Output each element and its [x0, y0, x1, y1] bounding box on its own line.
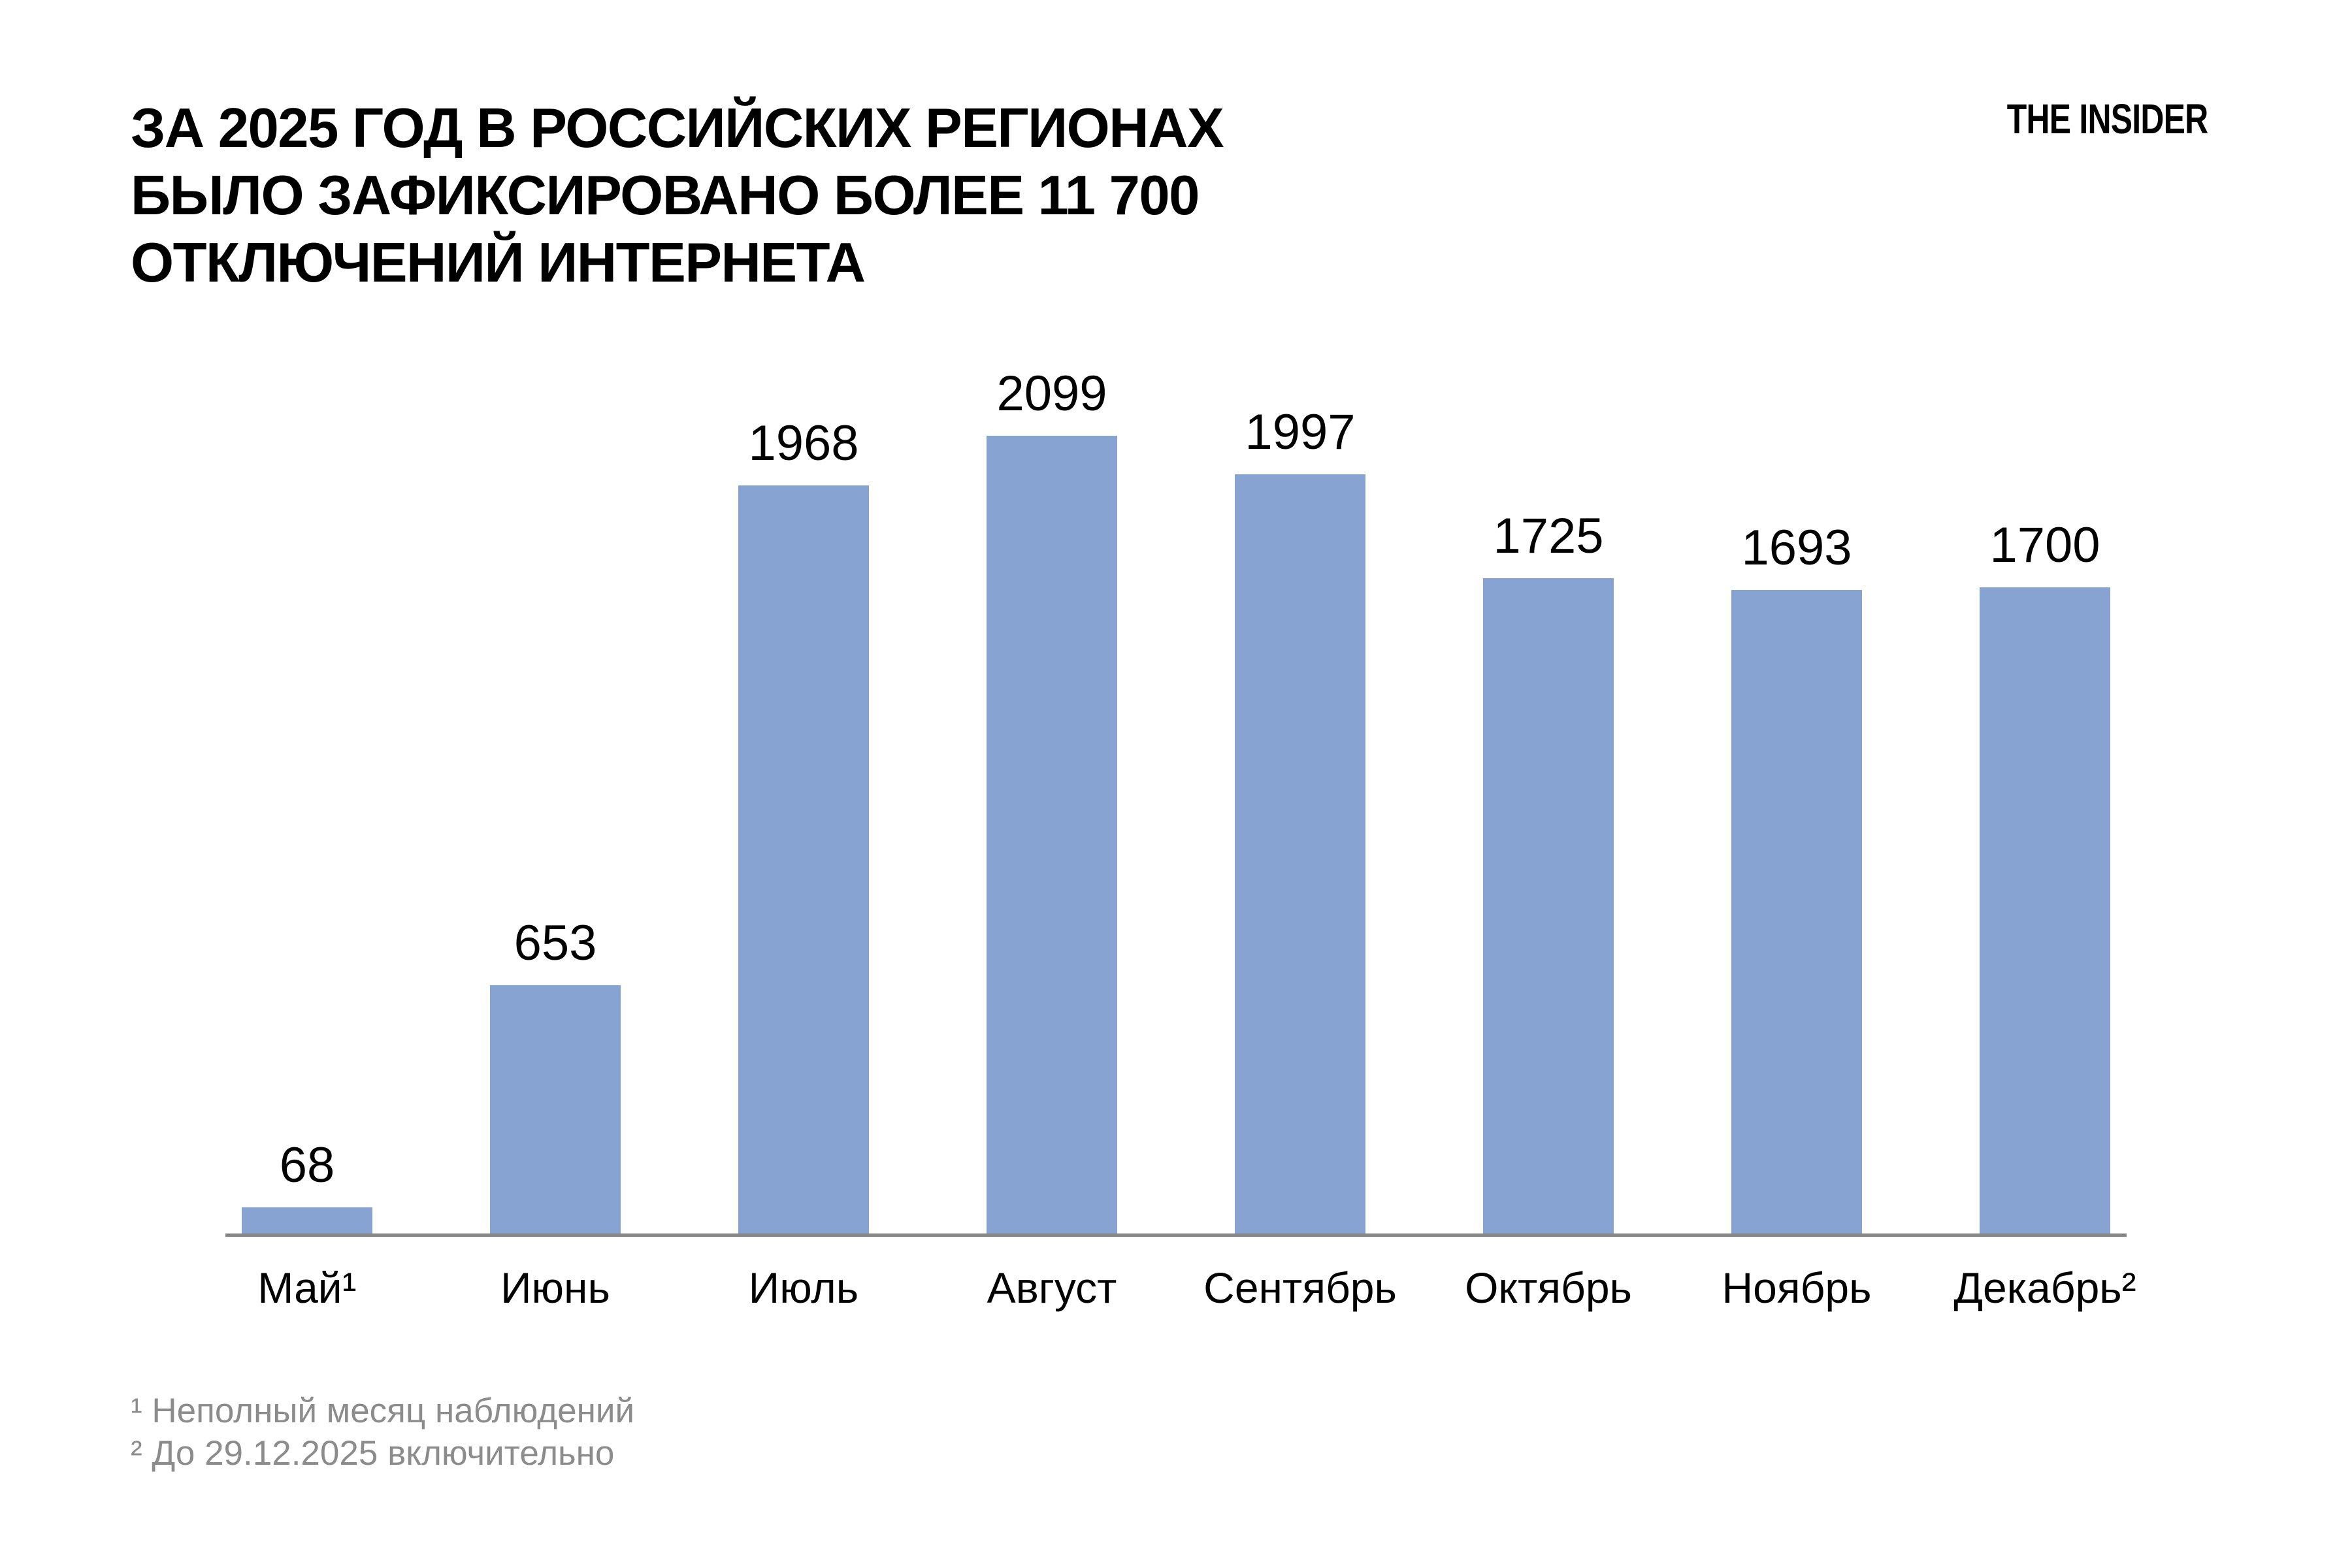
footnote-1-text: Неполный месяц наблюдений [152, 1392, 635, 1430]
x-axis-label: Июль [748, 1264, 859, 1312]
bar-value-label: 1725 [1493, 508, 1604, 564]
bar [242, 1207, 372, 1233]
bar-value-label: 1997 [1245, 404, 1356, 460]
bar [490, 985, 621, 1233]
x-axis-label: Август [987, 1264, 1117, 1312]
bar [1235, 474, 1365, 1233]
x-axis-label: Май¹ [257, 1264, 357, 1312]
page-title-line-2: БЫЛО ЗАФИКСИРОВАНО БОЛЕЕ 11 700 [131, 165, 1200, 227]
bar-value-label: 1700 [1989, 517, 2100, 573]
x-axis-line [225, 1233, 2127, 1237]
bar-value-label: 68 [279, 1137, 335, 1193]
bar [1980, 587, 2110, 1233]
bar-column: 1693 [1731, 523, 1862, 1233]
bar [738, 485, 869, 1233]
footnote-1: ¹ Неполный месяц наблюдений [131, 1390, 634, 1432]
bar-column: 653 [490, 919, 621, 1233]
footnote-2-text: До 29.12.2025 включительно [152, 1434, 615, 1473]
bar-column: 1700 [1980, 521, 2110, 1233]
bar-value-label: 653 [514, 915, 597, 971]
x-axis-label: Октябрь [1465, 1264, 1632, 1312]
footnotes: ¹ Неполный месяц наблюдений ² До 29.12.2… [131, 1390, 634, 1475]
bar-value-label: 1693 [1741, 520, 1852, 576]
bar-value-label: 2099 [996, 366, 1107, 421]
page-title-line-3: ОТКЛЮЧЕНИЙ ИНТЕРНЕТА [131, 232, 866, 294]
x-axis-label: Июнь [500, 1264, 610, 1312]
bar-value-label: 1968 [748, 416, 859, 471]
bar-column: 2099 [987, 369, 1117, 1233]
page-title: ЗА 2025 ГОД В РОССИЙСКИХ РЕГИОНАХ БЫЛО З… [131, 95, 1224, 297]
bar [1483, 578, 1614, 1233]
footnote-1-marker: ¹ [131, 1392, 142, 1430]
footnote-2: ² До 29.12.2025 включительно [131, 1432, 634, 1475]
x-axis-label: Ноябрь [1722, 1264, 1872, 1312]
x-axis-label: Декабрь² [1953, 1264, 2136, 1312]
bar-column: 1997 [1235, 408, 1365, 1233]
x-axis-label: Сентябрь [1203, 1264, 1397, 1312]
the-insider-logo: THE INSIDER [2006, 95, 2208, 142]
bar-chart: 68 653 1968 2099 1997 1725 1693 1700 [225, 369, 2127, 1233]
bar-column: 1968 [738, 419, 869, 1233]
bar-column: 1725 [1483, 512, 1614, 1233]
page-title-line-1: ЗА 2025 ГОД В РОССИЙСКИХ РЕГИОНАХ [131, 97, 1224, 159]
bar [987, 436, 1117, 1233]
bar [1731, 590, 1862, 1233]
footnote-2-marker: ² [131, 1434, 142, 1473]
bar-column: 68 [242, 1141, 372, 1233]
x-axis-labels: Май¹ Июнь Июль Август Сентябрь Октябрь Ноябрь Д… [225, 1262, 2136, 1314]
